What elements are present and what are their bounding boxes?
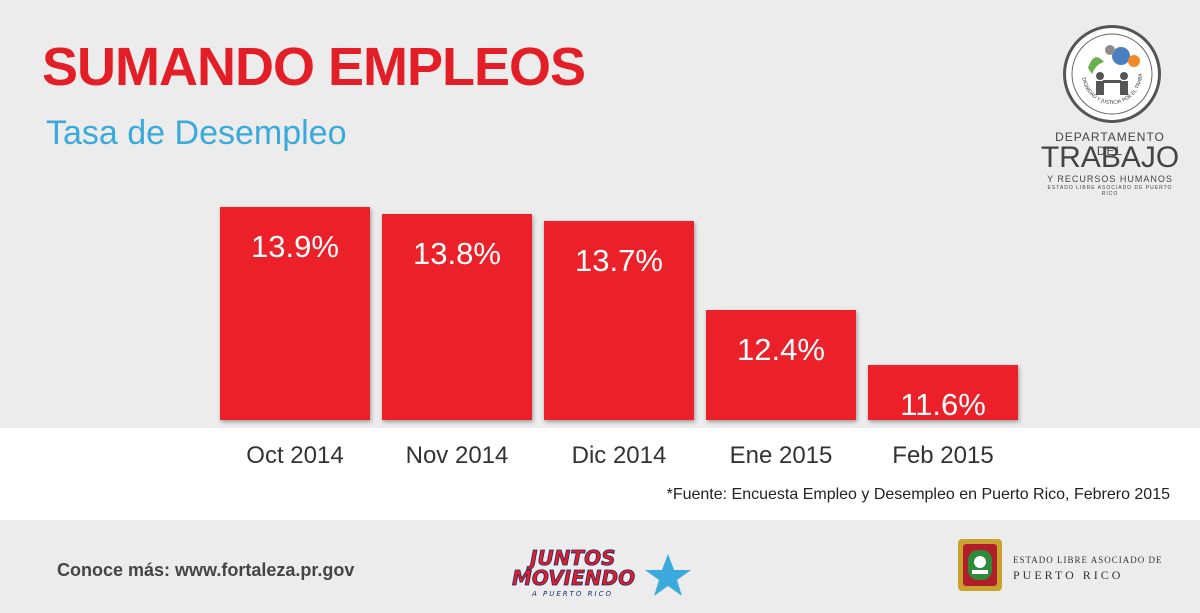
bar-dic-2014 — [544, 220, 694, 420]
category-label: Dic 2014 — [571, 442, 667, 469]
source-note: *Fuente: Encuesta Empleo y Desempleo en … — [666, 486, 1170, 503]
campaign-line2: MOVIENDO — [512, 566, 635, 590]
department-name-line2: TRABAJO — [1040, 141, 1180, 174]
page-subtitle: Tasa de Desempleo — [46, 114, 347, 152]
bar-value-label: 11.6% — [900, 387, 986, 423]
campaign-line3: A PUERTO RICO — [531, 590, 613, 598]
bar-value-label: 12.4% — [737, 332, 825, 368]
bar-value-label: 13.8% — [413, 235, 501, 271]
department-name-line3: Y RECURSOS HUMANOS — [1047, 174, 1173, 184]
campaign-line1: JUNTOS — [526, 546, 615, 570]
category-label: Feb 2015 — [892, 442, 994, 469]
government-line2: PUERTO RICO — [1013, 568, 1124, 582]
bar-value-label: 13.7% — [575, 242, 663, 278]
department-logo: DIGNIDAD Y JUSTICIA POR EL TRABAJO DEPAR… — [1040, 24, 1180, 197]
bar-feb-2015 — [868, 365, 1018, 420]
government-line1: ESTADO LIBRE ASOCIADO DE — [1013, 555, 1163, 565]
department-seal-icon: DIGNIDAD Y JUSTICIA POR EL TRABAJO — [1063, 24, 1161, 123]
category-label: Ene 2015 — [729, 442, 833, 469]
bar-ene-2015 — [706, 310, 856, 420]
department-name-line4: ESTADO LIBRE ASOCIADO DE PUERTO RICO — [1047, 185, 1173, 197]
category-label: Oct 2014 — [246, 442, 344, 469]
bar-value-label: 13.9% — [251, 229, 339, 264]
page-title: SUMANDO EMPLEOS — [42, 37, 586, 97]
bar-nov-2014 — [382, 213, 532, 420]
coat-of-arms-icon — [956, 537, 1004, 593]
footer-website-link[interactable]: Conoce más: www.fortaleza.pr.gov — [57, 560, 355, 580]
juntos-moviendo-logo: JUNTOS MOVIENDO A PUERTO RICO — [508, 542, 698, 602]
department-name-line1: DEPARTAMENTO DEL — [1055, 130, 1165, 158]
category-label: Nov 2014 — [405, 442, 509, 469]
category-band — [0, 428, 1200, 520]
bar-oct-2014 — [220, 207, 370, 420]
